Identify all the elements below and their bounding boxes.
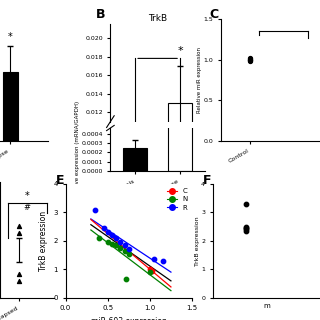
Point — [160, 258, 165, 263]
Point — [17, 278, 22, 283]
Point — [109, 241, 115, 246]
Point — [147, 267, 152, 272]
Point — [247, 56, 252, 61]
Bar — [168, 0, 192, 171]
X-axis label: m: m — [263, 303, 270, 309]
Point — [122, 243, 127, 248]
Point — [243, 226, 248, 231]
Point — [247, 57, 252, 62]
Point — [118, 240, 123, 245]
Bar — [123, 221, 148, 224]
Point — [114, 236, 119, 241]
Text: *: * — [8, 32, 12, 42]
Point — [243, 228, 248, 233]
Point — [109, 233, 115, 238]
Text: #: # — [24, 203, 31, 212]
Text: *: * — [25, 191, 29, 201]
Text: B: B — [96, 8, 106, 21]
Text: F: F — [203, 174, 212, 188]
Point — [17, 271, 22, 276]
Title: TrkB: TrkB — [148, 14, 167, 23]
Bar — [123, 148, 148, 171]
Y-axis label: Relative miR expression: Relative miR expression — [197, 47, 202, 113]
Y-axis label: TrkB expression: TrkB expression — [195, 216, 200, 266]
Y-axis label: TrkB expression: TrkB expression — [39, 211, 48, 271]
Point — [247, 58, 252, 63]
Point — [17, 224, 22, 229]
Point — [247, 56, 252, 61]
Point — [114, 243, 119, 248]
Point — [243, 227, 248, 232]
Text: *: * — [177, 46, 183, 56]
Bar — [3, 72, 18, 141]
Point — [126, 247, 132, 252]
Point — [126, 251, 132, 256]
Text: E: E — [56, 174, 65, 188]
X-axis label: miR-603 expression: miR-603 expression — [91, 317, 167, 320]
Point — [124, 276, 129, 282]
Point — [101, 226, 106, 231]
Point — [149, 268, 154, 273]
Point — [247, 57, 252, 62]
Point — [17, 231, 22, 236]
Point — [105, 230, 110, 235]
Point — [122, 248, 127, 253]
Text: C: C — [210, 8, 219, 21]
Point — [243, 224, 248, 229]
Bar — [168, 103, 192, 224]
Point — [147, 269, 152, 275]
Legend: C, N, R: C, N, R — [164, 185, 191, 213]
Point — [152, 257, 157, 262]
Point — [243, 201, 248, 206]
Point — [118, 245, 123, 251]
Point — [97, 236, 102, 241]
Y-axis label: Relative expression (mRNA/GAPDH): Relative expression (mRNA/GAPDH) — [75, 100, 80, 199]
Point — [105, 240, 110, 245]
Point — [92, 207, 98, 212]
